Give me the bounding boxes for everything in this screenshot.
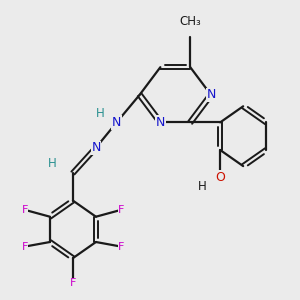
Text: F: F — [21, 205, 28, 215]
Text: N: N — [112, 116, 121, 129]
Text: H: H — [197, 180, 206, 193]
Text: CH₃: CH₃ — [179, 15, 201, 28]
Text: F: F — [118, 242, 124, 252]
Text: F: F — [118, 205, 124, 215]
Text: F: F — [70, 278, 76, 288]
Text: N: N — [156, 116, 165, 129]
Text: N: N — [206, 88, 216, 101]
Text: O: O — [215, 171, 225, 184]
Text: N: N — [91, 141, 101, 154]
Text: H: H — [96, 107, 105, 120]
Text: H: H — [48, 157, 57, 170]
Text: F: F — [21, 242, 28, 252]
